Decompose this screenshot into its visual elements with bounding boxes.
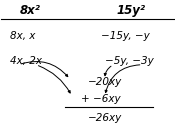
Text: −5y, −3y: −5y, −3y <box>105 56 153 66</box>
Text: −20xy: −20xy <box>88 77 122 87</box>
Text: 15y²: 15y² <box>116 4 145 17</box>
Text: 4x, 2x: 4x, 2x <box>10 56 42 66</box>
Text: −15y, −y: −15y, −y <box>101 31 150 41</box>
Text: −26xy: −26xy <box>88 113 122 123</box>
Text: + −6xy: + −6xy <box>81 94 120 104</box>
Text: 8x²: 8x² <box>20 4 41 17</box>
Text: 8x, x: 8x, x <box>10 31 35 41</box>
